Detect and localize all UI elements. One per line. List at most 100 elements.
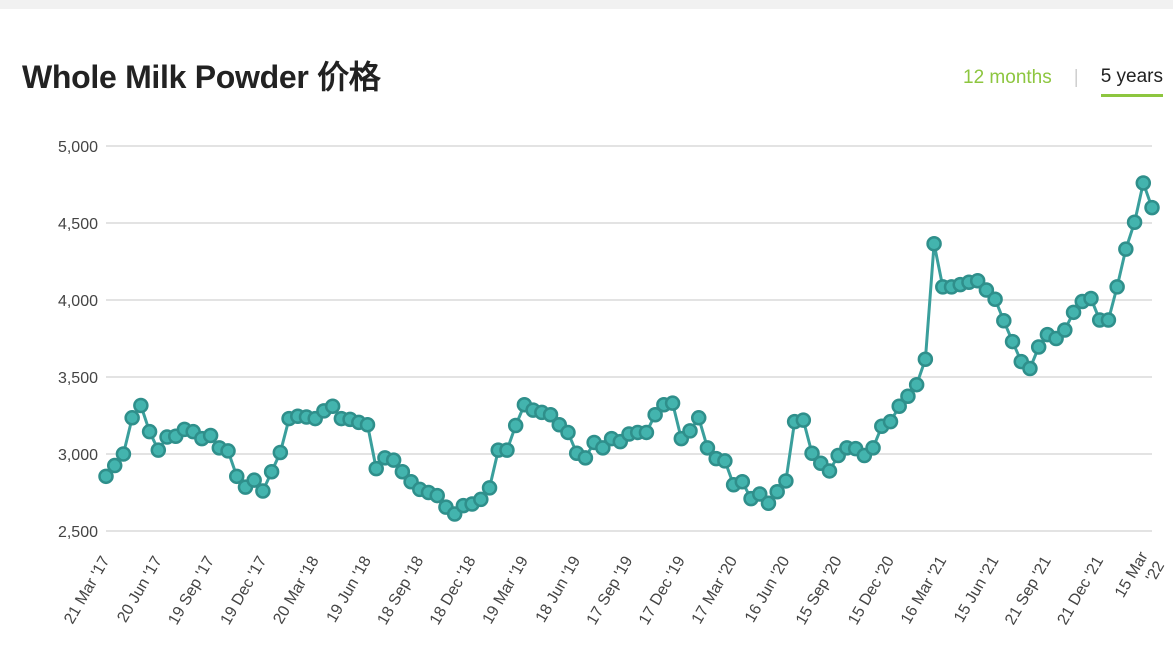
data-point[interactable] xyxy=(900,388,916,404)
data-point[interactable] xyxy=(359,416,376,433)
data-point[interactable] xyxy=(1109,279,1125,295)
x-tick-label: 19 Dec '17 xyxy=(218,553,271,627)
data-point[interactable] xyxy=(638,424,655,441)
x-tick: 15 Sep '20 xyxy=(793,553,846,627)
y-tick-label: 5,000 xyxy=(58,139,98,156)
data-point[interactable] xyxy=(246,472,262,488)
data-point[interactable] xyxy=(202,427,219,444)
data-point[interactable] xyxy=(577,450,594,466)
data-point[interactable] xyxy=(769,483,785,500)
x-tick: 17 Sep '19 xyxy=(584,553,637,627)
data-point[interactable] xyxy=(1135,175,1152,191)
data-point[interactable] xyxy=(385,452,402,468)
data-point[interactable] xyxy=(481,480,498,496)
data-point[interactable] xyxy=(98,468,114,485)
data-point[interactable] xyxy=(473,491,489,508)
data-point[interactable] xyxy=(115,446,132,462)
tab-separator: | xyxy=(1073,67,1079,88)
x-tick-label: 21 Sep '21 xyxy=(1002,553,1055,627)
data-point[interactable] xyxy=(507,417,524,434)
x-tick: 21 Dec '21 xyxy=(1054,553,1107,627)
data-point[interactable] xyxy=(229,468,245,485)
x-tick-label: 18 Dec '18 xyxy=(427,553,480,627)
x-tick-label: 21 Mar '17 xyxy=(61,553,113,627)
data-point[interactable] xyxy=(324,398,341,415)
x-tick-label: 17 Dec '19 xyxy=(636,553,689,627)
x-tick: 17 Mar '20 xyxy=(689,553,741,627)
data-point[interactable] xyxy=(987,291,1003,307)
data-point[interactable] xyxy=(595,440,611,456)
x-tick-label: 15 Jun '21 xyxy=(951,553,1002,625)
data-point[interactable] xyxy=(1065,304,1082,321)
x-tick: 19 Sep '17 xyxy=(165,553,218,627)
data-point[interactable] xyxy=(141,423,158,440)
data-point[interactable] xyxy=(429,487,445,504)
data-point[interactable] xyxy=(263,463,280,480)
data-point[interactable] xyxy=(1126,214,1143,230)
data-point[interactable] xyxy=(106,457,123,474)
x-tick-label: 16 Mar '21 xyxy=(898,553,950,627)
data-points-layer xyxy=(98,175,1160,522)
data-point[interactable] xyxy=(752,486,768,502)
data-point[interactable] xyxy=(682,423,698,439)
data-point[interactable] xyxy=(1083,290,1099,307)
data-point[interactable] xyxy=(255,483,271,499)
data-point[interactable] xyxy=(760,495,777,512)
data-point[interactable] xyxy=(1030,339,1047,355)
x-tick: 21 Mar '17 xyxy=(61,553,113,627)
data-point[interactable] xyxy=(220,443,236,459)
data-point[interactable] xyxy=(1004,333,1021,350)
y-tick-label: 2,500 xyxy=(58,524,98,541)
data-point[interactable] xyxy=(272,444,289,461)
tab-5-years[interactable]: 5 years xyxy=(1100,66,1163,97)
x-tick: 15 Jun '21 xyxy=(951,553,1002,625)
data-point[interactable] xyxy=(394,463,411,480)
x-tick-label: 17 Mar '20 xyxy=(689,553,741,627)
data-point[interactable] xyxy=(368,460,384,477)
data-point[interactable] xyxy=(542,406,559,423)
x-tick: 19 Mar '19 xyxy=(480,553,532,627)
data-point[interactable] xyxy=(133,397,149,414)
data-point[interactable] xyxy=(1144,199,1160,216)
x-tick: 18 Dec '18 xyxy=(427,553,480,627)
data-point[interactable] xyxy=(690,410,707,426)
x-tick-label: 21 Dec '21 xyxy=(1054,553,1107,627)
data-point[interactable] xyxy=(865,440,881,456)
data-point[interactable] xyxy=(996,313,1012,329)
data-point[interactable] xyxy=(560,424,576,441)
data-point[interactable] xyxy=(969,273,986,289)
x-tick-label: 18 Jun '19 xyxy=(533,553,584,625)
data-point[interactable] xyxy=(891,398,907,415)
x-tick-label: 15 Dec '20 xyxy=(845,553,898,627)
data-point[interactable] xyxy=(882,413,899,430)
data-point[interactable] xyxy=(647,406,663,423)
data-point[interactable] xyxy=(778,473,794,489)
data-point[interactable] xyxy=(664,395,681,411)
data-point[interactable] xyxy=(734,473,751,490)
tab-12-months[interactable]: 12 months xyxy=(963,67,1052,88)
data-point[interactable] xyxy=(1100,312,1117,328)
data-point[interactable] xyxy=(499,442,515,458)
data-point[interactable] xyxy=(821,463,838,479)
data-point[interactable] xyxy=(717,453,733,469)
data-point[interactable] xyxy=(795,412,812,428)
y-tick-label: 3,000 xyxy=(58,447,98,464)
y-tick-label: 4,500 xyxy=(58,216,98,233)
x-tick-label: 16 Jun '20 xyxy=(742,553,793,625)
data-point[interactable] xyxy=(1118,241,1134,257)
data-point[interactable] xyxy=(1057,322,1073,338)
range-tabs: 12 months | 5 years xyxy=(963,66,1163,97)
data-point[interactable] xyxy=(978,282,995,298)
data-point[interactable] xyxy=(124,410,140,426)
data-point[interactable] xyxy=(150,442,167,458)
data-point[interactable] xyxy=(699,440,716,456)
x-tick-label: 20 Jun '17 xyxy=(114,553,165,625)
data-point[interactable] xyxy=(908,376,925,393)
x-tick: 16 Mar '21 xyxy=(898,553,950,627)
y-tick-label: 4,000 xyxy=(58,293,98,310)
data-point[interactable] xyxy=(1022,360,1038,377)
data-point[interactable] xyxy=(926,236,942,252)
data-point[interactable] xyxy=(917,351,934,368)
data-point[interactable] xyxy=(804,445,820,461)
